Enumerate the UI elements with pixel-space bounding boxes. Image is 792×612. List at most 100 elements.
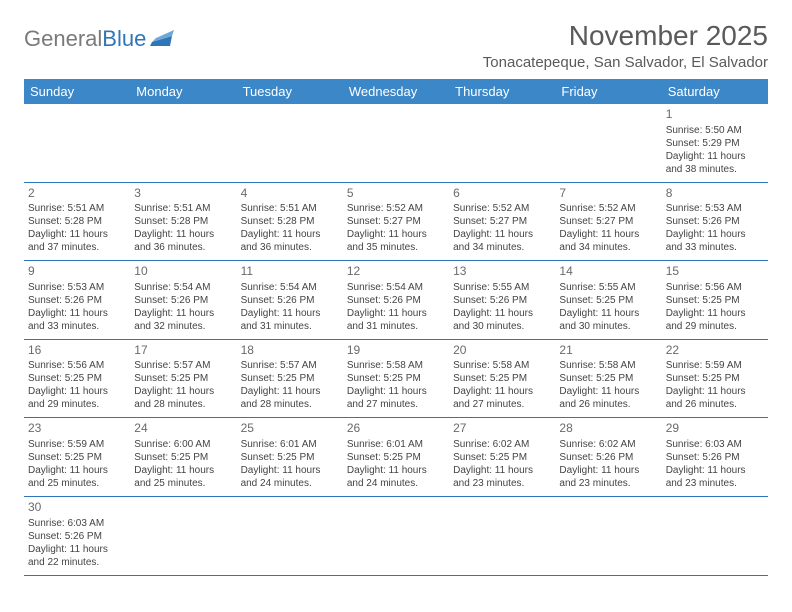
day-number: 21 <box>559 343 657 359</box>
sunset-line: Sunset: 5:25 PM <box>559 294 657 307</box>
sunset-line: Sunset: 5:26 PM <box>241 294 339 307</box>
day-number: 24 <box>134 421 232 437</box>
calendar-cell: 14Sunrise: 5:55 AMSunset: 5:25 PMDayligh… <box>555 261 661 340</box>
logo-text-b: Blue <box>102 26 146 52</box>
calendar-cell: 11Sunrise: 5:54 AMSunset: 5:26 PMDayligh… <box>237 261 343 340</box>
day-number: 23 <box>28 421 126 437</box>
day-number: 15 <box>666 264 764 280</box>
sunrise-line: Sunrise: 5:58 AM <box>347 359 445 372</box>
calendar-cell: 15Sunrise: 5:56 AMSunset: 5:25 PMDayligh… <box>662 261 768 340</box>
calendar-cell-empty <box>449 496 555 575</box>
day-number: 22 <box>666 343 764 359</box>
calendar-cell: 26Sunrise: 6:01 AMSunset: 5:25 PMDayligh… <box>343 418 449 497</box>
day-number: 19 <box>347 343 445 359</box>
daylight-line: Daylight: 11 hours and 24 minutes. <box>241 464 339 490</box>
logo: GeneralBlue <box>24 26 178 52</box>
day-number: 1 <box>666 107 764 123</box>
daylight-line: Daylight: 11 hours and 28 minutes. <box>134 385 232 411</box>
calendar-row: 1Sunrise: 5:50 AMSunset: 5:29 PMDaylight… <box>24 104 768 182</box>
sunset-line: Sunset: 5:27 PM <box>559 215 657 228</box>
calendar-row: 30Sunrise: 6:03 AMSunset: 5:26 PMDayligh… <box>24 496 768 575</box>
sunset-line: Sunset: 5:28 PM <box>134 215 232 228</box>
sunset-line: Sunset: 5:26 PM <box>347 294 445 307</box>
calendar-cell: 19Sunrise: 5:58 AMSunset: 5:25 PMDayligh… <box>343 339 449 418</box>
day-number: 2 <box>28 186 126 202</box>
calendar-cell: 5Sunrise: 5:52 AMSunset: 5:27 PMDaylight… <box>343 182 449 261</box>
weekday-header: Tuesday <box>237 79 343 104</box>
sunset-line: Sunset: 5:25 PM <box>559 372 657 385</box>
calendar-cell: 18Sunrise: 5:57 AMSunset: 5:25 PMDayligh… <box>237 339 343 418</box>
sunrise-line: Sunrise: 6:03 AM <box>666 438 764 451</box>
daylight-line: Daylight: 11 hours and 34 minutes. <box>559 228 657 254</box>
day-number: 11 <box>241 264 339 280</box>
weekday-header: Wednesday <box>343 79 449 104</box>
calendar-cell-empty <box>237 104 343 182</box>
day-number: 16 <box>28 343 126 359</box>
day-number: 30 <box>28 500 126 516</box>
calendar-cell: 29Sunrise: 6:03 AMSunset: 5:26 PMDayligh… <box>662 418 768 497</box>
calendar-cell: 12Sunrise: 5:54 AMSunset: 5:26 PMDayligh… <box>343 261 449 340</box>
calendar-cell: 27Sunrise: 6:02 AMSunset: 5:25 PMDayligh… <box>449 418 555 497</box>
sunrise-line: Sunrise: 5:59 AM <box>28 438 126 451</box>
sunset-line: Sunset: 5:26 PM <box>134 294 232 307</box>
calendar-cell: 23Sunrise: 5:59 AMSunset: 5:25 PMDayligh… <box>24 418 130 497</box>
calendar-cell: 20Sunrise: 5:58 AMSunset: 5:25 PMDayligh… <box>449 339 555 418</box>
day-number: 12 <box>347 264 445 280</box>
sunrise-line: Sunrise: 5:58 AM <box>559 359 657 372</box>
sunset-line: Sunset: 5:27 PM <box>453 215 551 228</box>
daylight-line: Daylight: 11 hours and 25 minutes. <box>134 464 232 490</box>
calendar-cell: 24Sunrise: 6:00 AMSunset: 5:25 PMDayligh… <box>130 418 236 497</box>
weekday-header: Sunday <box>24 79 130 104</box>
sunset-line: Sunset: 5:25 PM <box>666 372 764 385</box>
calendar-row: 23Sunrise: 5:59 AMSunset: 5:25 PMDayligh… <box>24 418 768 497</box>
sunset-line: Sunset: 5:26 PM <box>453 294 551 307</box>
sunrise-line: Sunrise: 5:53 AM <box>666 202 764 215</box>
sunset-line: Sunset: 5:26 PM <box>666 215 764 228</box>
sunrise-line: Sunrise: 5:58 AM <box>453 359 551 372</box>
calendar-cell: 7Sunrise: 5:52 AMSunset: 5:27 PMDaylight… <box>555 182 661 261</box>
daylight-line: Daylight: 11 hours and 24 minutes. <box>347 464 445 490</box>
day-number: 5 <box>347 186 445 202</box>
daylight-line: Daylight: 11 hours and 34 minutes. <box>453 228 551 254</box>
daylight-line: Daylight: 11 hours and 31 minutes. <box>241 307 339 333</box>
calendar-cell-empty <box>449 104 555 182</box>
calendar-cell: 3Sunrise: 5:51 AMSunset: 5:28 PMDaylight… <box>130 182 236 261</box>
day-number: 25 <box>241 421 339 437</box>
sunset-line: Sunset: 5:25 PM <box>28 372 126 385</box>
sunset-line: Sunset: 5:25 PM <box>134 372 232 385</box>
daylight-line: Daylight: 11 hours and 23 minutes. <box>666 464 764 490</box>
sunset-line: Sunset: 5:27 PM <box>347 215 445 228</box>
title-block: November 2025 Tonacatepeque, San Salvado… <box>483 20 768 71</box>
weekday-header: Thursday <box>449 79 555 104</box>
page-subtitle: Tonacatepeque, San Salvador, El Salvador <box>483 54 768 71</box>
daylight-line: Daylight: 11 hours and 29 minutes. <box>666 307 764 333</box>
daylight-line: Daylight: 11 hours and 30 minutes. <box>453 307 551 333</box>
day-number: 9 <box>28 264 126 280</box>
daylight-line: Daylight: 11 hours and 30 minutes. <box>559 307 657 333</box>
calendar-cell: 10Sunrise: 5:54 AMSunset: 5:26 PMDayligh… <box>130 261 236 340</box>
sunset-line: Sunset: 5:25 PM <box>347 451 445 464</box>
logo-text-a: General <box>24 26 102 52</box>
daylight-line: Daylight: 11 hours and 36 minutes. <box>241 228 339 254</box>
sunrise-line: Sunrise: 5:50 AM <box>666 124 764 137</box>
weekday-header: Saturday <box>662 79 768 104</box>
daylight-line: Daylight: 11 hours and 23 minutes. <box>453 464 551 490</box>
calendar-cell: 13Sunrise: 5:55 AMSunset: 5:26 PMDayligh… <box>449 261 555 340</box>
day-number: 8 <box>666 186 764 202</box>
daylight-line: Daylight: 11 hours and 22 minutes. <box>28 543 126 569</box>
calendar-cell: 1Sunrise: 5:50 AMSunset: 5:29 PMDaylight… <box>662 104 768 182</box>
sunrise-line: Sunrise: 6:02 AM <box>453 438 551 451</box>
weekday-header: Friday <box>555 79 661 104</box>
daylight-line: Daylight: 11 hours and 38 minutes. <box>666 150 764 176</box>
daylight-line: Daylight: 11 hours and 26 minutes. <box>666 385 764 411</box>
sunset-line: Sunset: 5:25 PM <box>347 372 445 385</box>
sunrise-line: Sunrise: 5:53 AM <box>28 281 126 294</box>
daylight-line: Daylight: 11 hours and 32 minutes. <box>134 307 232 333</box>
sunset-line: Sunset: 5:25 PM <box>134 451 232 464</box>
sunrise-line: Sunrise: 6:02 AM <box>559 438 657 451</box>
calendar-cell: 6Sunrise: 5:52 AMSunset: 5:27 PMDaylight… <box>449 182 555 261</box>
sunrise-line: Sunrise: 5:55 AM <box>559 281 657 294</box>
sunrise-line: Sunrise: 5:52 AM <box>347 202 445 215</box>
daylight-line: Daylight: 11 hours and 31 minutes. <box>347 307 445 333</box>
calendar-cell: 16Sunrise: 5:56 AMSunset: 5:25 PMDayligh… <box>24 339 130 418</box>
